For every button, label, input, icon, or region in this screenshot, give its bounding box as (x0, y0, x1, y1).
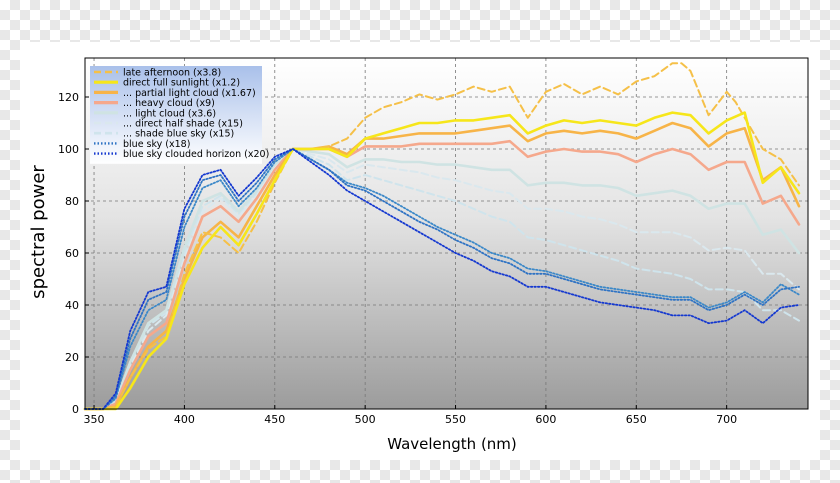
series-line-direct-half-shade-x15 (84, 148, 800, 410)
x-tick-label: 400 (174, 413, 195, 426)
legend-label: ... light cloud (x3.6) (123, 108, 216, 119)
spectral-power-chart: 350 400 450 500 550 600 650 700020406080100120 … (28, 57, 809, 453)
x-tick-label: 500 (355, 413, 376, 426)
y-tick-label: 80 (65, 195, 79, 208)
y-axis-label: spectral power (28, 165, 49, 299)
legend-label: direct full sunlight (x1.2) (123, 78, 240, 89)
y-tick-label: 20 (65, 351, 79, 364)
x-tick-label: 700 (716, 413, 737, 426)
series-line-shade-blue-sky-x15 (84, 148, 800, 410)
series-line-late-afternoon-x3-8 (84, 62, 800, 410)
figure: 350 400 450 500 550 600 650 700 0 20 40 60 80 100 120 … (20, 42, 820, 460)
series-line-heavy-cloud-x9 (83, 139, 801, 411)
series-line-blue-sky-x18 (84, 148, 800, 410)
x-tick-label: 350 (84, 413, 105, 426)
y-tick-label: 100 (58, 143, 79, 156)
x-axis-label: Wavelength (nm) (387, 435, 517, 453)
series-line-light-cloud-x3-6 (83, 147, 801, 411)
series-line-direct-full-sunlight-x1-2 (83, 111, 801, 411)
legend-box (90, 66, 262, 164)
x-tick-label: 650 (626, 413, 647, 426)
y-tick-label: 0 (72, 403, 79, 416)
legend-label: ... shade blue sky (x15) (123, 129, 234, 140)
legend-label: ... heavy cloud (x9) (123, 98, 215, 109)
y-tick-label: 60 (65, 247, 79, 260)
x-tick-label: 600 (535, 413, 556, 426)
series-line-blue-sky-clouded-horizon-x20 (84, 148, 800, 410)
x-tick-label: 450 (264, 413, 285, 426)
legend-label: ... direct half shade (x15) (123, 119, 243, 130)
y-tick-label: 120 (58, 91, 79, 104)
legend: late afternoon (x3.8)direct full sunligh… (90, 66, 269, 164)
series-line-partial-light-cloud-x1-67 (83, 121, 801, 411)
plot-frame (84, 57, 809, 410)
legend-label: ... partial light cloud (x1.67) (123, 88, 256, 99)
x-tick-label: 550 (445, 413, 466, 426)
y-tick-label: 40 (65, 299, 79, 312)
legend-label: blue sky clouded horizon (x20) (123, 149, 269, 160)
legend-label: blue sky (x18) (123, 139, 190, 150)
ticks: 350 400 450 500 550 600 650 700 0 20 40 60 80 100 120 (58, 91, 737, 426)
legend-label: late afternoon (x3.8) (123, 68, 221, 79)
series-group (83, 62, 801, 411)
series-line-unlabeled-9 (84, 148, 800, 410)
